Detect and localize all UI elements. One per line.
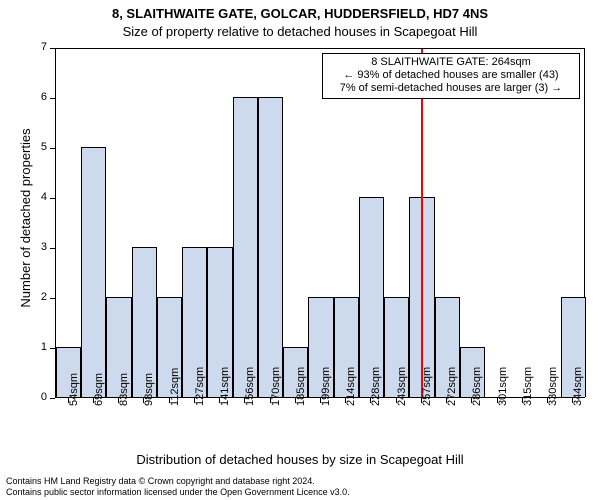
ytick-label: 1 xyxy=(0,341,47,353)
xtick-label: 54sqm xyxy=(68,373,80,406)
xtick-label: 301sqm xyxy=(497,367,509,406)
xtick-label: 127sqm xyxy=(194,367,206,406)
plot-area xyxy=(55,48,585,398)
xtick-label: 330sqm xyxy=(547,367,559,406)
xtick-label: 344sqm xyxy=(572,367,584,406)
xtick-label: 185sqm xyxy=(295,367,307,406)
footer-line: Contains public sector information licen… xyxy=(6,487,350,497)
ytick-label: 6 xyxy=(0,91,47,103)
xtick-label: 112sqm xyxy=(169,368,181,406)
xtick-label: 199sqm xyxy=(320,367,332,406)
footer-line: Contains HM Land Registry data © Crown c… xyxy=(6,476,315,486)
annotation-line: 7% of semi-detached houses are larger (3… xyxy=(327,82,575,95)
xtick-label: 156sqm xyxy=(244,367,256,406)
ytick-mark xyxy=(50,348,55,349)
ytick-mark xyxy=(50,48,55,49)
ytick-mark xyxy=(50,298,55,299)
xtick-label: 98sqm xyxy=(143,373,155,406)
xtick-label: 170sqm xyxy=(270,367,282,406)
xtick-label: 228sqm xyxy=(370,367,382,406)
annotation-line: ← 93% of detached houses are smaller (43… xyxy=(327,69,575,82)
reference-line xyxy=(421,49,423,397)
xtick-label: 69sqm xyxy=(93,373,105,406)
ytick-mark xyxy=(50,398,55,399)
histogram-bar xyxy=(81,147,106,397)
histogram-bar xyxy=(258,97,283,397)
xtick-label: 214sqm xyxy=(345,367,357,406)
xtick-label: 257sqm xyxy=(421,367,433,406)
x-axis-label: Distribution of detached houses by size … xyxy=(0,452,600,467)
xtick-label: 272sqm xyxy=(446,367,458,406)
histogram-bar xyxy=(233,97,258,397)
annotation-box: 8 SLAITHWAITE GATE: 264sqm← 93% of detac… xyxy=(322,53,580,99)
ytick-mark xyxy=(50,98,55,99)
xtick-label: 315sqm xyxy=(522,367,534,406)
ytick-label: 0 xyxy=(0,391,47,403)
ytick-mark xyxy=(50,198,55,199)
ytick-mark xyxy=(50,148,55,149)
y-axis-label: Number of detached properties xyxy=(18,118,33,318)
ytick-label: 7 xyxy=(0,41,47,53)
annotation-line: 8 SLAITHWAITE GATE: 264sqm xyxy=(327,56,575,69)
chart-subtitle: Size of property relative to detached ho… xyxy=(0,24,600,39)
ytick-mark xyxy=(50,248,55,249)
xtick-label: 141sqm xyxy=(219,367,231,406)
xtick-label: 83sqm xyxy=(118,373,130,406)
chart-title: 8, SLAITHWAITE GATE, GOLCAR, HUDDERSFIEL… xyxy=(0,6,600,21)
xtick-label: 243sqm xyxy=(396,367,408,406)
xtick-label: 286sqm xyxy=(471,367,483,406)
